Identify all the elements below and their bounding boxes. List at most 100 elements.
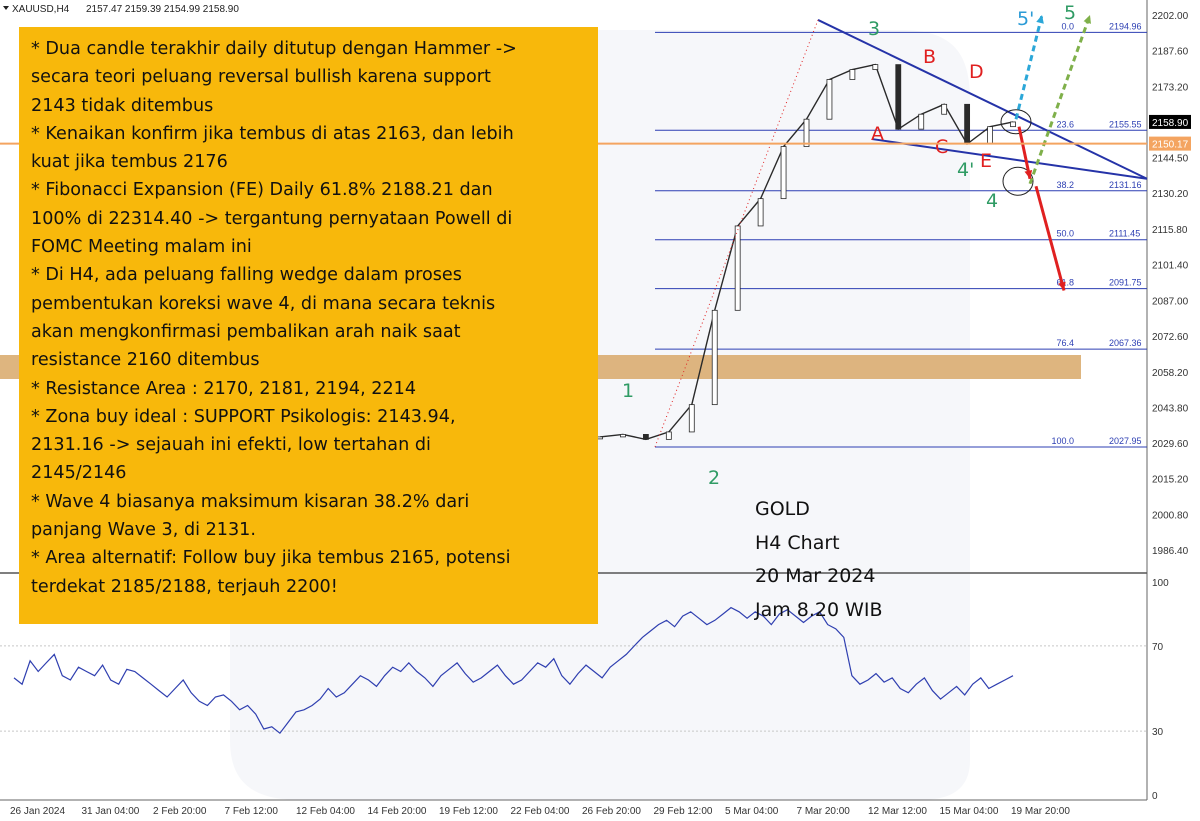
price-candle bbox=[642, 434, 649, 440]
bullish-arrow-5-head-icon bbox=[1083, 14, 1091, 24]
caption-line: 20 Mar 2024 bbox=[755, 565, 876, 587]
fibo-price-label: 2111.45 bbox=[1109, 229, 1140, 239]
price-tick-label: 2202.00 bbox=[1152, 11, 1189, 22]
analysis-notes: * Dua candle terakhir daily ditutup deng… bbox=[19, 27, 598, 624]
note-line: pembentukan koreksi wave 4, di mana seca… bbox=[31, 293, 496, 314]
note-line: 2131.16 -> sejauah ini efekti, low terta… bbox=[31, 435, 431, 456]
price-tick-label: 1986.40 bbox=[1152, 546, 1189, 557]
wedge-lower-trendline bbox=[871, 138, 1148, 180]
fibo-level-label: 0.0 bbox=[1061, 21, 1074, 31]
bullish-arrow-5-prime bbox=[1014, 14, 1044, 120]
note-line: terdekat 2185/2188, terjauh 2200! bbox=[31, 576, 338, 597]
wave-label: 1 bbox=[622, 380, 634, 402]
header-ohlc: 2157.47 2159.39 2154.99 2158.90 bbox=[86, 4, 239, 15]
time-tick-label: 15 Mar 04:00 bbox=[940, 806, 999, 817]
time-tick-label: 12 Feb 04:00 bbox=[296, 806, 355, 817]
price-candle bbox=[597, 436, 603, 440]
wave-3-dotted-line bbox=[654, 19, 819, 448]
time-tick-label: 2 Feb 20:00 bbox=[153, 806, 207, 817]
dropdown-triangle-icon bbox=[3, 6, 9, 10]
chart-caption: GOLD H4 Chart 20 Mar 2024 Jam 8.20 WIB bbox=[755, 493, 883, 627]
note-line: 2145/2146 bbox=[31, 463, 127, 484]
fibo-price-label: 2027.95 bbox=[1109, 436, 1142, 446]
price-tick-label: 2058.20 bbox=[1152, 368, 1189, 379]
note-line: 100% di 22314.40 -> tergantung pernyataa… bbox=[31, 208, 513, 229]
wave-label: 5 bbox=[1064, 2, 1076, 24]
note-line: secara teori peluang reversal bullish ka… bbox=[31, 67, 491, 88]
support-price-label: 2150.17 bbox=[1152, 140, 1189, 151]
price-candle bbox=[987, 126, 993, 145]
price-series bbox=[597, 63, 1016, 441]
note-line: kuat jika tembus 2176 bbox=[31, 152, 228, 173]
price-tick-label: 2000.80 bbox=[1152, 510, 1189, 521]
time-tick-label: 22 Feb 04:00 bbox=[511, 806, 570, 817]
time-axis: 26 Jan 2024 31 Jan 04:00 2 Feb 20:00 7 Feb … bbox=[10, 806, 1070, 817]
caption-line: GOLD bbox=[755, 498, 810, 520]
bearish-arrow-to-61-8-head-icon bbox=[1058, 281, 1066, 291]
price-candle bbox=[803, 118, 810, 147]
wave-label: D bbox=[969, 61, 984, 83]
bearish-arrow-to-wave-4-head-icon bbox=[1024, 170, 1033, 179]
fibo-price-label: 2194.96 bbox=[1109, 21, 1142, 31]
wave-label: 4' bbox=[957, 159, 974, 181]
price-tick-label: 2072.60 bbox=[1152, 332, 1189, 343]
price-candle bbox=[711, 309, 718, 406]
wave-labels: 1 2 3 4 4' 5 5' A B C D E bbox=[622, 2, 1076, 489]
wave-label: 2 bbox=[708, 467, 720, 489]
price-tick-label: 2101.40 bbox=[1152, 261, 1189, 272]
time-tick-label: 26 Feb 20:00 bbox=[582, 806, 641, 817]
wave-4-circle bbox=[1002, 166, 1034, 196]
time-tick-label: 12 Mar 12:00 bbox=[868, 806, 927, 817]
time-tick-label: 19 Mar 20:00 bbox=[1011, 806, 1070, 817]
fibonacci-levels: 0.0 2194.96 23.6 2155.55 38.2 2131.16 50.0 2111… bbox=[655, 21, 1147, 448]
price-candle bbox=[734, 225, 741, 311]
price-candle bbox=[780, 146, 787, 200]
current-price-label: 2158.90 bbox=[1152, 118, 1189, 129]
price-candle bbox=[688, 404, 695, 433]
price-tick-label: 2015.20 bbox=[1152, 475, 1189, 486]
fibo-level-label: 38.2 bbox=[1056, 180, 1074, 190]
wedge-upper-trendline bbox=[817, 19, 1148, 180]
time-tick-label: 29 Feb 12:00 bbox=[654, 806, 713, 817]
time-tick-label: 7 Feb 12:00 bbox=[225, 806, 279, 817]
time-tick-label: 14 Feb 20:00 bbox=[368, 806, 427, 817]
wave-label: B bbox=[923, 46, 936, 68]
caption-line: H4 Chart bbox=[755, 531, 840, 554]
price-candle bbox=[620, 434, 626, 438]
price-tick-label: 2173.20 bbox=[1152, 82, 1189, 93]
price-tick-label: 2043.80 bbox=[1152, 404, 1189, 415]
time-tick-label: 7 Mar 20:00 bbox=[797, 806, 851, 817]
wave-label: E bbox=[980, 150, 992, 172]
price-tick-label: 2029.60 bbox=[1152, 439, 1189, 450]
fibo-level-label: 23.6 bbox=[1056, 119, 1074, 129]
price-candle bbox=[849, 69, 856, 80]
fibo-price-label: 2067.36 bbox=[1109, 338, 1142, 348]
indicator-tick-label: 70 bbox=[1152, 642, 1164, 653]
fibo-level-label: 76.4 bbox=[1056, 338, 1074, 348]
note-line: * Area alternatif: Follow buy jika tembu… bbox=[31, 548, 511, 569]
note-line: resistance 2160 ditembus bbox=[31, 350, 260, 371]
note-line: panjang Wave 3, di 2131. bbox=[31, 520, 256, 541]
price-candle bbox=[872, 64, 879, 70]
bearish-arrow-to-61-8 bbox=[1034, 185, 1066, 291]
projection-arrows bbox=[1014, 14, 1092, 291]
price-tick-label: 2115.80 bbox=[1152, 225, 1188, 236]
note-line: * Wave 4 biasanya maksimum kisaran 38.2%… bbox=[31, 491, 470, 512]
note-line: * Di H4, ada peluang falling wedge dalam… bbox=[31, 265, 462, 286]
wave-label: 5' bbox=[1017, 8, 1034, 30]
time-tick-label: 5 Mar 04:00 bbox=[725, 806, 779, 817]
price-candle bbox=[665, 431, 672, 440]
note-line: 2143 tidak ditembus bbox=[31, 95, 214, 116]
fibo-price-label: 2155.55 bbox=[1109, 119, 1142, 129]
indicator-tick-label: 0 bbox=[1152, 791, 1158, 802]
indicator-line bbox=[13, 606, 1014, 735]
note-line: * Dua candle terakhir daily ditutup deng… bbox=[31, 39, 517, 59]
caption-line: Jam 8.20 WIB bbox=[755, 598, 883, 621]
indicator-pane: 100 70 30 0 bbox=[0, 578, 1169, 802]
fibo-price-label: 2131.16 bbox=[1109, 180, 1142, 190]
price-candle bbox=[964, 103, 971, 145]
price-tick-label: 2144.50 bbox=[1152, 154, 1189, 165]
wave-label: C bbox=[935, 136, 948, 158]
bullish-arrow-5-prime-head-icon bbox=[1036, 14, 1044, 24]
breakout-circle bbox=[1000, 109, 1032, 135]
